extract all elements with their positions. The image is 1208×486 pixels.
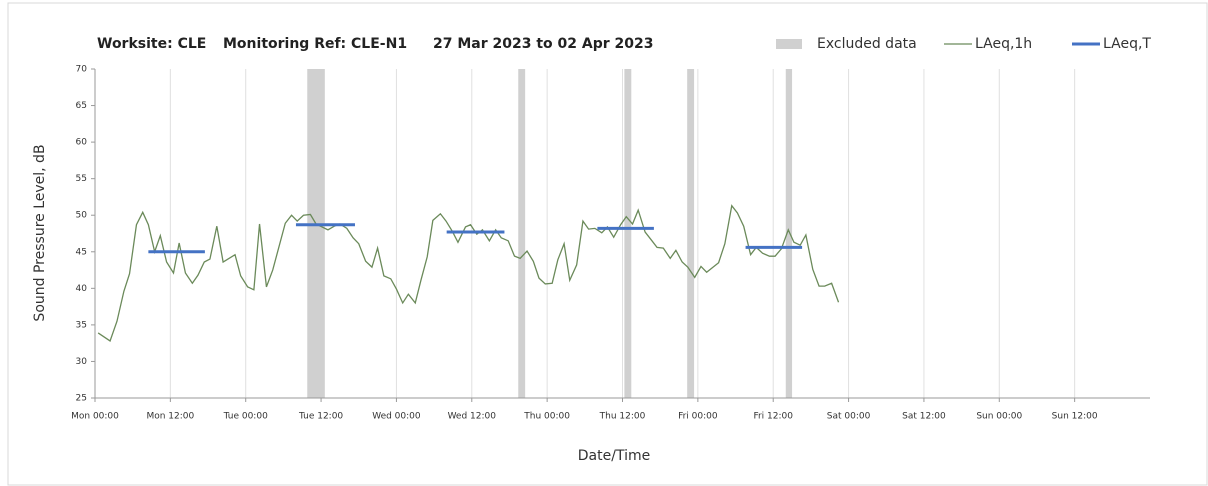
x-tick-label: Sun 12:00: [1052, 412, 1098, 422]
x-tick-label: Mon 12:00: [146, 412, 194, 422]
excluded-band: [687, 69, 695, 398]
excluded-band: [518, 69, 526, 398]
y-tick-label: 70: [76, 65, 88, 75]
y-axis-label: Sound Pressure Level, dB: [32, 144, 48, 321]
y-tick-label: 55: [76, 174, 87, 184]
legend-label: LAeq,1h: [975, 36, 1032, 52]
y-tick-label: 30: [76, 357, 88, 367]
y-tick-label: 65: [76, 101, 87, 111]
y-tick-label: 25: [76, 394, 87, 404]
x-tick-label: Tue 12:00: [298, 412, 343, 422]
chart-title: Monitoring Ref: CLE-N1: [223, 36, 407, 52]
legend-label: Excluded data: [817, 36, 917, 52]
x-tick-label: Wed 12:00: [448, 412, 497, 422]
x-tick-label: Fri 00:00: [678, 412, 718, 422]
data-line: [97, 204, 840, 342]
chart-border: [7, 2, 1208, 486]
x-tick-label: Tue 00:00: [223, 412, 268, 422]
x-axis-label: Date/Time: [578, 448, 650, 464]
chart-title: 27 Mar 2023 to 02 Apr 2023: [433, 36, 654, 52]
x-tick-label: Thu 00:00: [523, 412, 570, 422]
y-tick-label: 50: [76, 211, 88, 221]
excluded-band: [624, 69, 632, 398]
chart-title: Worksite: CLE: [97, 36, 206, 52]
x-tick-label: Mon 00:00: [71, 412, 119, 422]
excluded-band: [785, 69, 793, 398]
y-tick-label: 60: [76, 138, 88, 148]
y-tick-label: 35: [76, 320, 87, 330]
legend-label: LAeq,T: [1103, 36, 1151, 52]
x-tick-label: Wed 00:00: [372, 412, 421, 422]
legend-swatch: [776, 39, 802, 49]
excluded-band: [307, 69, 325, 398]
x-tick-label: Sat 00:00: [827, 412, 871, 422]
y-tick-label: 40: [76, 284, 88, 294]
x-tick-label: Thu 12:00: [599, 412, 646, 422]
x-tick-label: Fri 12:00: [753, 412, 793, 422]
x-tick-label: Sat 12:00: [902, 412, 946, 422]
y-tick-label: 45: [76, 247, 87, 257]
x-tick-label: Sun 00:00: [976, 412, 1022, 422]
